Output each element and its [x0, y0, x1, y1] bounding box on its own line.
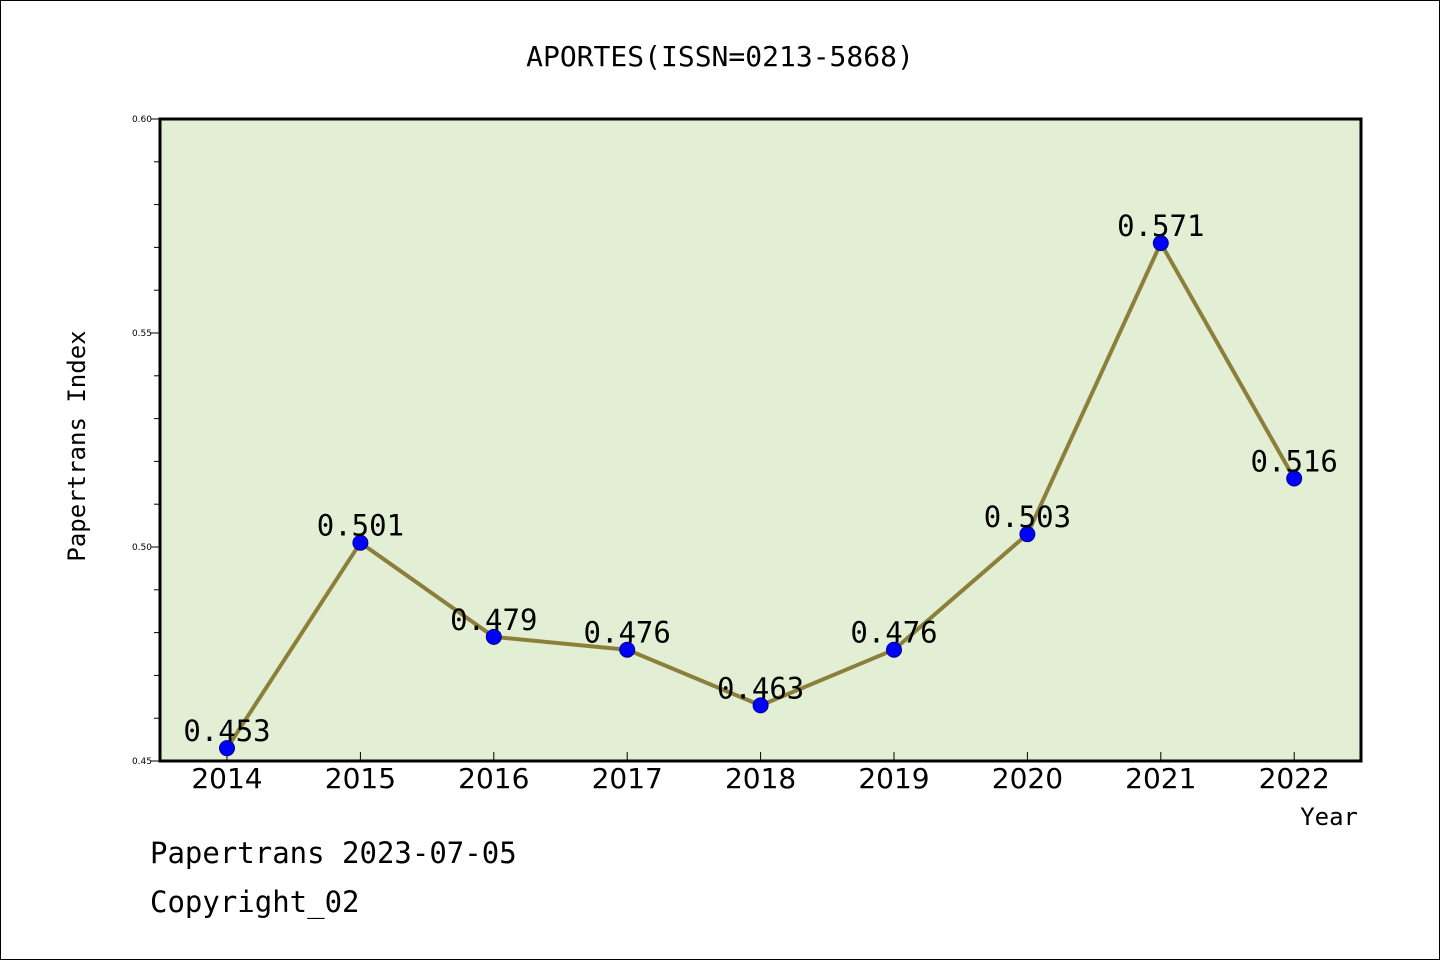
- data-label: 0.476: [584, 616, 671, 650]
- data-label: 0.503: [984, 500, 1071, 534]
- y-tick-label: 0.55: [132, 329, 152, 339]
- data-label: 0.501: [317, 509, 404, 543]
- y-axis-label: Papertrans Index: [63, 330, 91, 561]
- x-axis-label: Year: [1300, 803, 1358, 831]
- data-point: [1019, 526, 1036, 543]
- data-label: 0.453: [183, 714, 270, 748]
- data-label: 0.516: [1251, 445, 1338, 479]
- data-point: [886, 641, 902, 658]
- x-tick-label: 2022: [1259, 762, 1330, 795]
- plot-area: [158, 117, 1363, 763]
- data-point: [1286, 470, 1303, 487]
- y-tick-label: 0.50: [132, 543, 152, 553]
- data-point: [352, 534, 369, 551]
- data-point: [1152, 235, 1169, 252]
- x-tick-label: 2017: [592, 762, 663, 795]
- x-tick-label: 2019: [858, 762, 929, 795]
- footer-date: Papertrans 2023-07-05: [150, 836, 517, 870]
- footer-copyright: Copyright_02: [150, 885, 360, 919]
- data-label: 0.479: [450, 603, 537, 637]
- x-tick-label: 2016: [458, 762, 529, 795]
- y-tick-label: 0.60: [132, 115, 152, 125]
- data-point: [752, 697, 769, 714]
- data-point: [219, 740, 235, 757]
- data-point: [485, 628, 502, 645]
- x-tick-label: 2015: [325, 762, 396, 795]
- series-group: 0.453 0.501 0.479 0.476 0.463 0.476 0.503 0.571…: [183, 209, 1338, 757]
- x-axis-ticks: 2014 2015 2016 2017 2018 2019 2020 2021 2022: [191, 752, 1330, 795]
- data-point: [619, 641, 636, 658]
- x-tick-label: 2020: [992, 762, 1063, 795]
- x-tick-label: 2018: [725, 762, 796, 795]
- data-label: 0.571: [1117, 209, 1204, 243]
- y-tick-label: 0.45: [132, 757, 152, 767]
- x-tick-label: 2021: [1125, 762, 1196, 795]
- y-axis-ticks: 0.45 0.50 0.55 0.60: [132, 115, 160, 767]
- data-label: 0.463: [717, 671, 804, 705]
- data-label: 0.476: [850, 616, 937, 650]
- chart-title: APORTES(ISSN=0213-5868): [526, 40, 914, 73]
- x-tick-label: 2014: [191, 762, 262, 795]
